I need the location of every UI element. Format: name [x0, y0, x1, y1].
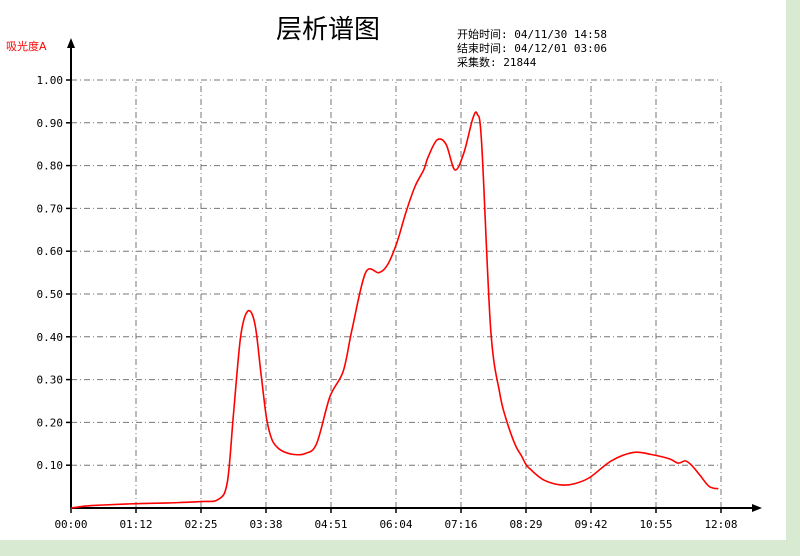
y-tick-label: 0.80: [37, 160, 64, 173]
y-tick-label: 0.50: [37, 288, 64, 301]
end-time-info: 结束时间: 04/12/01 03:06: [457, 42, 607, 55]
sample-count-info: 采集数: 21844: [457, 55, 537, 69]
x-tick-label: 00:00: [54, 518, 87, 531]
y-tick-label: 0.70: [37, 202, 64, 215]
horizontal-gridlines: [71, 79, 721, 466]
y-tick-label: 0.20: [37, 416, 64, 429]
x-tick-group: 00:00 01:12 02:25 03:38 04:51 06:04 07:16 08:29…: [54, 508, 738, 531]
y-tick-group: 0.10 0.20 0.30 0.40 0.50 0.60 0.70 0.80 0.90 1.00: [37, 74, 71, 472]
x-tick-label: 08:29: [509, 518, 542, 531]
y-axis-label: 吸光度A: [6, 39, 47, 53]
y-axis-arrow-icon: [67, 38, 75, 48]
x-tick-label: 07:16: [444, 518, 477, 531]
x-tick-label: 12:08: [704, 518, 737, 531]
y-tick-label: 0.60: [37, 245, 64, 258]
x-tick-label: 03:38: [249, 518, 282, 531]
x-tick-label: 10:55: [639, 518, 672, 531]
y-tick-label: 0.10: [37, 459, 64, 472]
start-time-info: 开始时间: 04/11/30 14:58: [457, 27, 607, 41]
y-tick-label: 1.00: [37, 74, 64, 87]
chart-panel: 0.10 0.20 0.30 0.40 0.50 0.60 0.70 0.80 0.90 1.00…: [0, 0, 786, 540]
chromatogram-chart: 0.10 0.20 0.30 0.40 0.50 0.60 0.70 0.80 0.90 1.00…: [6, 15, 762, 531]
chart-title: 层析谱图: [276, 15, 380, 45]
x-tick-label: 09:42: [574, 518, 607, 531]
x-tick-label: 02:25: [184, 518, 217, 531]
series-line: [70, 111, 719, 509]
x-axis-arrow-icon: [752, 504, 762, 512]
y-tick-label: 0.40: [37, 331, 64, 344]
x-tick-label: 01:12: [119, 518, 152, 531]
y-tick-label: 0.30: [37, 374, 64, 387]
x-tick-label: 06:04: [379, 518, 412, 531]
x-tick-label: 04:51: [314, 518, 347, 531]
y-tick-label: 0.90: [37, 117, 64, 130]
